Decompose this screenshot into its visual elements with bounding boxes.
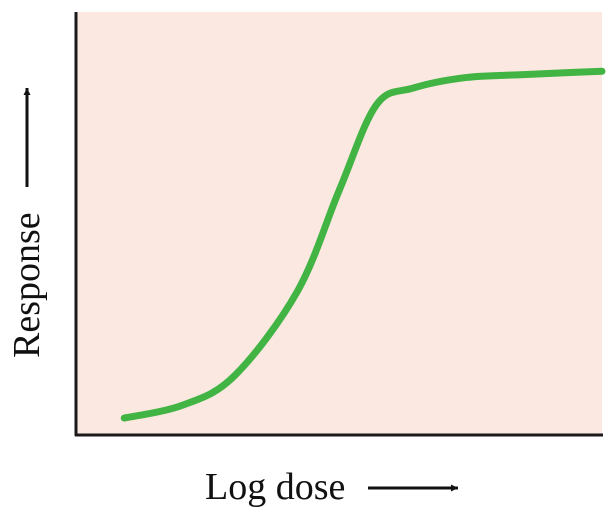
y-axis-label: Response: [6, 212, 48, 358]
x-axis-label: Log dose: [205, 466, 345, 508]
plot-area-background: [77, 12, 602, 435]
dose-response-curve: [120, 67, 606, 422]
